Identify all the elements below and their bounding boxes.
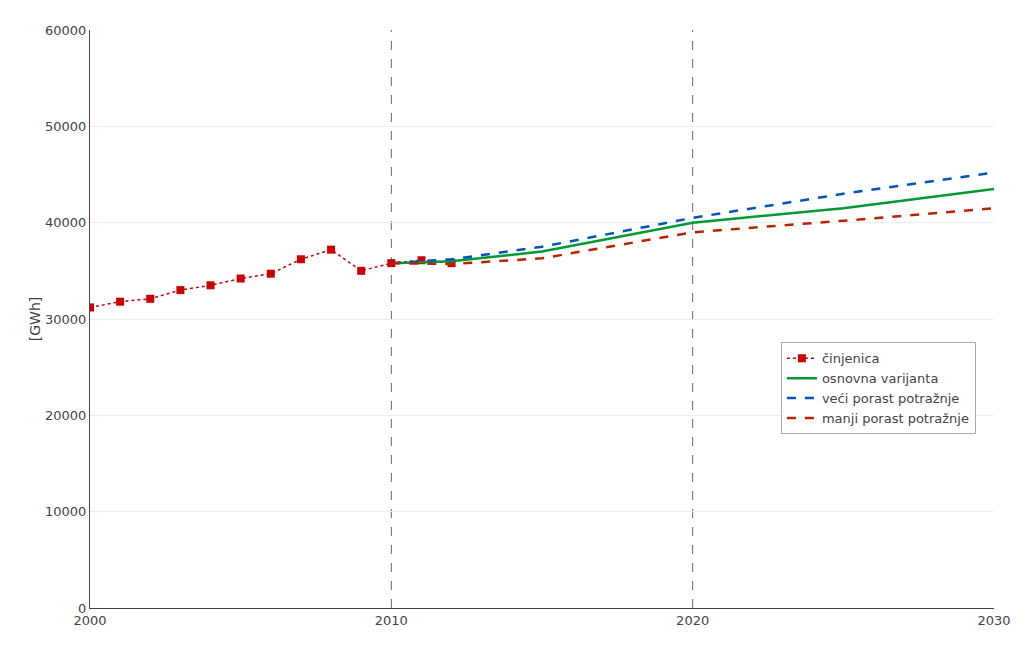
svg-text:20000: 20000 [45,408,86,423]
svg-text:[GWh]: [GWh] [27,297,43,342]
svg-text:osnovna varijanta: osnovna varijanta [822,371,938,386]
svg-text:2030: 2030 [977,613,1010,628]
svg-text:2000: 2000 [73,613,106,628]
svg-text:manji porast potražnje: manji porast potražnje [822,411,969,426]
svg-text:40000: 40000 [45,215,86,230]
svg-text:50000: 50000 [45,119,86,134]
svg-text:veći porast potražnje: veći porast potražnje [822,391,959,406]
svg-text:2010: 2010 [375,613,408,628]
svg-text:30000: 30000 [45,312,86,327]
svg-text:2020: 2020 [676,613,709,628]
svg-text:0: 0 [78,601,86,616]
svg-text:činjenica: činjenica [822,351,880,366]
svg-text:60000: 60000 [45,23,86,38]
svg-text:10000: 10000 [45,504,86,519]
